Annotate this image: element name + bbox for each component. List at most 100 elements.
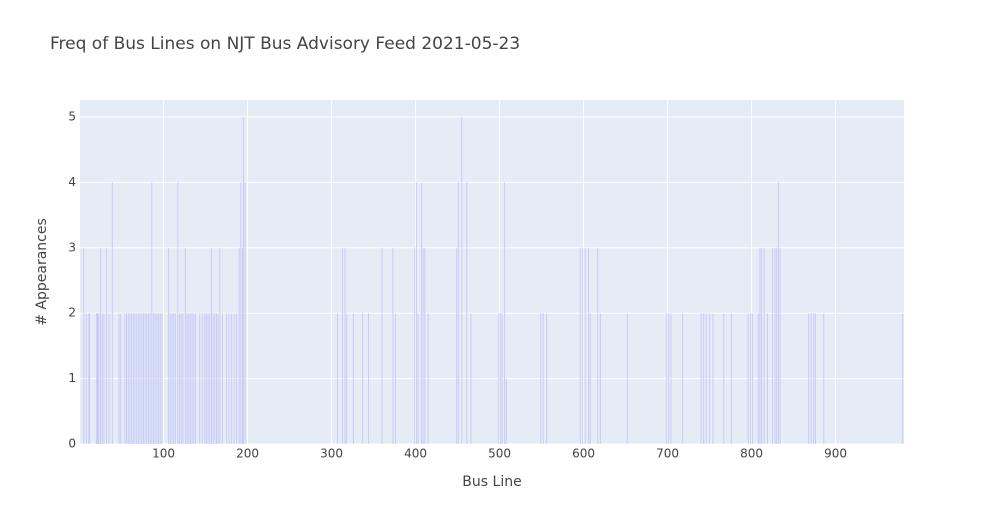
bar bbox=[83, 247, 85, 444]
y-tick-label: 0 bbox=[68, 437, 76, 451]
y-tick-label: 1 bbox=[68, 371, 76, 385]
x-tick-label: 500 bbox=[488, 447, 511, 461]
bar bbox=[546, 313, 548, 444]
y-tick-label: 4 bbox=[68, 175, 76, 189]
bar bbox=[394, 313, 396, 444]
bar bbox=[100, 247, 102, 444]
bar bbox=[149, 313, 151, 444]
bar bbox=[204, 313, 206, 444]
bar bbox=[228, 313, 230, 444]
bar bbox=[774, 247, 776, 444]
bar bbox=[129, 313, 131, 444]
bar bbox=[341, 247, 343, 444]
bar bbox=[159, 313, 161, 444]
y-tick-label: 5 bbox=[68, 110, 76, 124]
bar bbox=[171, 313, 173, 444]
bar bbox=[186, 313, 188, 444]
x-tick-label: 900 bbox=[824, 447, 847, 461]
bar bbox=[146, 313, 148, 444]
bar bbox=[666, 313, 668, 444]
bar bbox=[723, 313, 725, 444]
bar bbox=[219, 247, 221, 444]
bar bbox=[154, 313, 156, 444]
bar bbox=[193, 313, 195, 444]
bar bbox=[152, 313, 154, 444]
bar bbox=[105, 247, 107, 444]
bar bbox=[813, 313, 815, 444]
bar bbox=[156, 313, 158, 444]
bar bbox=[344, 247, 346, 444]
bar bbox=[177, 182, 179, 444]
bar bbox=[761, 247, 763, 444]
bar bbox=[147, 313, 149, 444]
bar bbox=[700, 313, 702, 444]
bar bbox=[127, 313, 129, 444]
bar bbox=[226, 313, 228, 444]
bar bbox=[244, 182, 246, 444]
bar bbox=[194, 313, 196, 444]
x-tick-label: 100 bbox=[152, 447, 175, 461]
bar bbox=[95, 313, 97, 444]
bar bbox=[168, 247, 170, 444]
x-tick-label: 300 bbox=[320, 447, 343, 461]
bar bbox=[589, 313, 591, 444]
bar bbox=[85, 313, 87, 444]
bar bbox=[131, 313, 133, 444]
bar bbox=[233, 313, 235, 444]
bar bbox=[599, 313, 601, 444]
bar bbox=[757, 313, 759, 444]
bar bbox=[352, 313, 354, 444]
bar bbox=[236, 313, 238, 444]
bar bbox=[209, 313, 211, 444]
bar bbox=[189, 313, 191, 444]
bar bbox=[101, 313, 103, 444]
bar bbox=[427, 313, 429, 444]
bar bbox=[466, 182, 468, 444]
bar bbox=[584, 247, 586, 444]
bar bbox=[179, 313, 181, 444]
bar bbox=[730, 313, 732, 444]
bar bbox=[505, 378, 507, 444]
bar bbox=[142, 313, 144, 444]
bar bbox=[240, 182, 242, 444]
bar bbox=[346, 313, 348, 444]
bar bbox=[126, 313, 128, 444]
bar bbox=[747, 313, 749, 444]
x-tick-label: 400 bbox=[404, 447, 427, 461]
bar bbox=[191, 313, 193, 444]
bar bbox=[215, 313, 217, 444]
bar bbox=[174, 313, 176, 444]
bar bbox=[134, 313, 136, 444]
bar bbox=[498, 313, 500, 444]
bar bbox=[108, 313, 110, 444]
bar bbox=[161, 313, 163, 444]
bar bbox=[221, 313, 223, 444]
bar bbox=[667, 313, 669, 444]
bar bbox=[751, 313, 753, 444]
bar bbox=[705, 313, 707, 444]
bar bbox=[381, 247, 383, 444]
bar bbox=[457, 182, 459, 444]
bar bbox=[238, 247, 240, 444]
bar bbox=[709, 313, 711, 444]
x-axis-title: Bus Line bbox=[462, 474, 521, 490]
bar bbox=[499, 313, 501, 444]
bar bbox=[362, 313, 364, 444]
bar bbox=[767, 313, 769, 444]
bar bbox=[582, 247, 584, 444]
bar bbox=[242, 247, 244, 444]
bar bbox=[141, 313, 143, 444]
bar bbox=[424, 247, 426, 444]
bar bbox=[670, 313, 672, 444]
bar bbox=[120, 313, 122, 444]
x-tick-label: 200 bbox=[236, 447, 259, 461]
bar bbox=[750, 313, 752, 444]
bar bbox=[231, 313, 233, 444]
y-tick-label: 2 bbox=[68, 306, 76, 320]
bar bbox=[173, 313, 175, 444]
bar bbox=[97, 313, 99, 444]
bar bbox=[96, 313, 98, 444]
bar bbox=[540, 313, 542, 444]
bar bbox=[392, 247, 394, 444]
bar bbox=[626, 313, 628, 444]
